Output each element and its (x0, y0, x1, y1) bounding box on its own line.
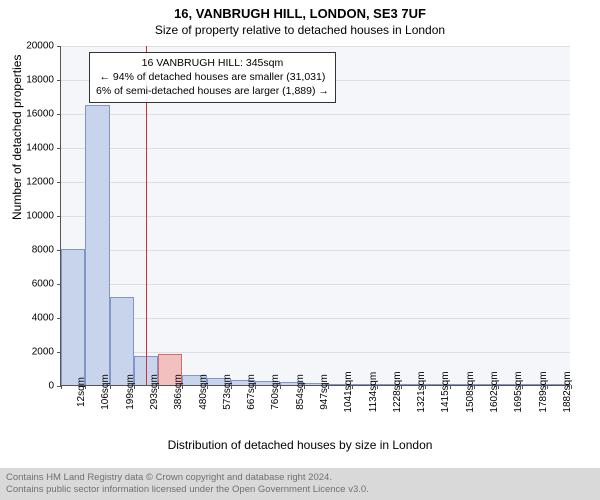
x-tick-mark (401, 385, 402, 389)
x-tick-label: 1415sqm (440, 371, 451, 412)
x-tick-label: 480sqm (198, 374, 209, 410)
gridline (61, 250, 570, 251)
x-tick-label: 947sqm (319, 374, 330, 410)
x-tick-mark (280, 385, 281, 389)
x-tick-label: 667sqm (246, 374, 257, 410)
y-tick-label: 20000 (14, 41, 54, 52)
chart-title: 16, VANBRUGH HILL, LONDON, SE3 7UF (0, 0, 600, 21)
x-tick-label: 1882sqm (562, 371, 573, 412)
x-tick-mark (255, 385, 256, 389)
x-tick-label: 1321sqm (416, 371, 427, 412)
x-tick-label: 106sqm (100, 374, 111, 410)
gridline (61, 318, 570, 319)
y-tick-label: 0 (14, 381, 54, 392)
x-tick-mark (85, 385, 86, 389)
y-tick-mark (57, 318, 61, 319)
x-tick-mark (134, 385, 135, 389)
y-tick-mark (57, 46, 61, 47)
y-tick-label: 6000 (14, 279, 54, 290)
x-tick-label: 1134sqm (368, 372, 379, 412)
y-tick-label: 8000 (14, 245, 54, 256)
bar (85, 105, 109, 386)
x-tick-label: 1508sqm (465, 371, 476, 412)
y-tick-mark (57, 114, 61, 115)
x-tick-label: 760sqm (270, 374, 281, 410)
chart-subtitle: Size of property relative to detached ho… (0, 21, 600, 41)
y-tick-label: 4000 (14, 313, 54, 324)
x-tick-mark (231, 385, 232, 389)
y-tick-label: 16000 (14, 109, 54, 120)
x-tick-mark (522, 385, 523, 389)
y-tick-label: 18000 (14, 75, 54, 86)
x-tick-mark (207, 385, 208, 389)
footer-line-1: Contains HM Land Registry data © Crown c… (6, 472, 594, 484)
gridline (61, 114, 570, 115)
x-tick-mark (352, 385, 353, 389)
x-tick-label: 386sqm (173, 374, 184, 410)
footer-line-2: Contains public sector information licen… (6, 484, 594, 496)
x-tick-label: 1695sqm (513, 371, 524, 412)
y-tick-mark (57, 182, 61, 183)
x-tick-mark (571, 385, 572, 389)
x-tick-label: 573sqm (222, 374, 233, 410)
y-tick-mark (57, 148, 61, 149)
y-tick-label: 10000 (14, 211, 54, 222)
x-tick-label: 1602sqm (489, 371, 500, 412)
y-tick-label: 2000 (14, 347, 54, 358)
x-tick-mark (377, 385, 378, 389)
y-tick-mark (57, 80, 61, 81)
bar (110, 297, 134, 385)
x-axis-title: Distribution of detached houses by size … (0, 438, 600, 452)
x-tick-label: 854sqm (295, 374, 306, 410)
x-tick-mark (182, 385, 183, 389)
y-tick-label: 14000 (14, 143, 54, 154)
x-tick-mark (425, 385, 426, 389)
annotation-line-1: 16 VANBRUGH HILL: 345sqm (96, 56, 329, 70)
x-tick-mark (498, 385, 499, 389)
y-tick-mark (57, 284, 61, 285)
gridline (61, 182, 570, 183)
annotation-box: 16 VANBRUGH HILL: 345sqm ← 94% of detach… (89, 52, 336, 103)
x-tick-mark (110, 385, 111, 389)
footer: Contains HM Land Registry data © Crown c… (0, 468, 600, 500)
x-tick-mark (158, 385, 159, 389)
x-tick-label: 199sqm (125, 374, 136, 410)
x-tick-label: 1789sqm (538, 371, 549, 412)
x-tick-mark (474, 385, 475, 389)
annotation-line-2: ← 94% of detached houses are smaller (31… (96, 70, 329, 84)
x-tick-label: 12sqm (76, 377, 87, 407)
y-tick-mark (57, 216, 61, 217)
gridline (61, 352, 570, 353)
gridline (61, 46, 570, 47)
plot-area: 12sqm106sqm199sqm293sqm386sqm480sqm573sq… (60, 46, 570, 386)
x-tick-label: 1228sqm (392, 371, 403, 412)
gridline (61, 148, 570, 149)
y-tick-label: 12000 (14, 177, 54, 188)
x-tick-mark (61, 385, 62, 389)
x-tick-mark (328, 385, 329, 389)
x-tick-label: 1041sqm (343, 371, 354, 412)
chart-area: 12sqm 106sqm 199sqm 293sqm 386sqm 480sqm 573sq… (60, 46, 570, 416)
x-tick-label: 293sqm (149, 374, 160, 410)
y-tick-mark (57, 250, 61, 251)
y-tick-mark (57, 352, 61, 353)
bar (61, 249, 85, 385)
x-tick-mark (450, 385, 451, 389)
x-tick-mark (547, 385, 548, 389)
x-tick-mark (304, 385, 305, 389)
annotation-line-3: 6% of semi-detached houses are larger (1… (96, 84, 329, 98)
gridline (61, 284, 570, 285)
gridline (61, 216, 570, 217)
